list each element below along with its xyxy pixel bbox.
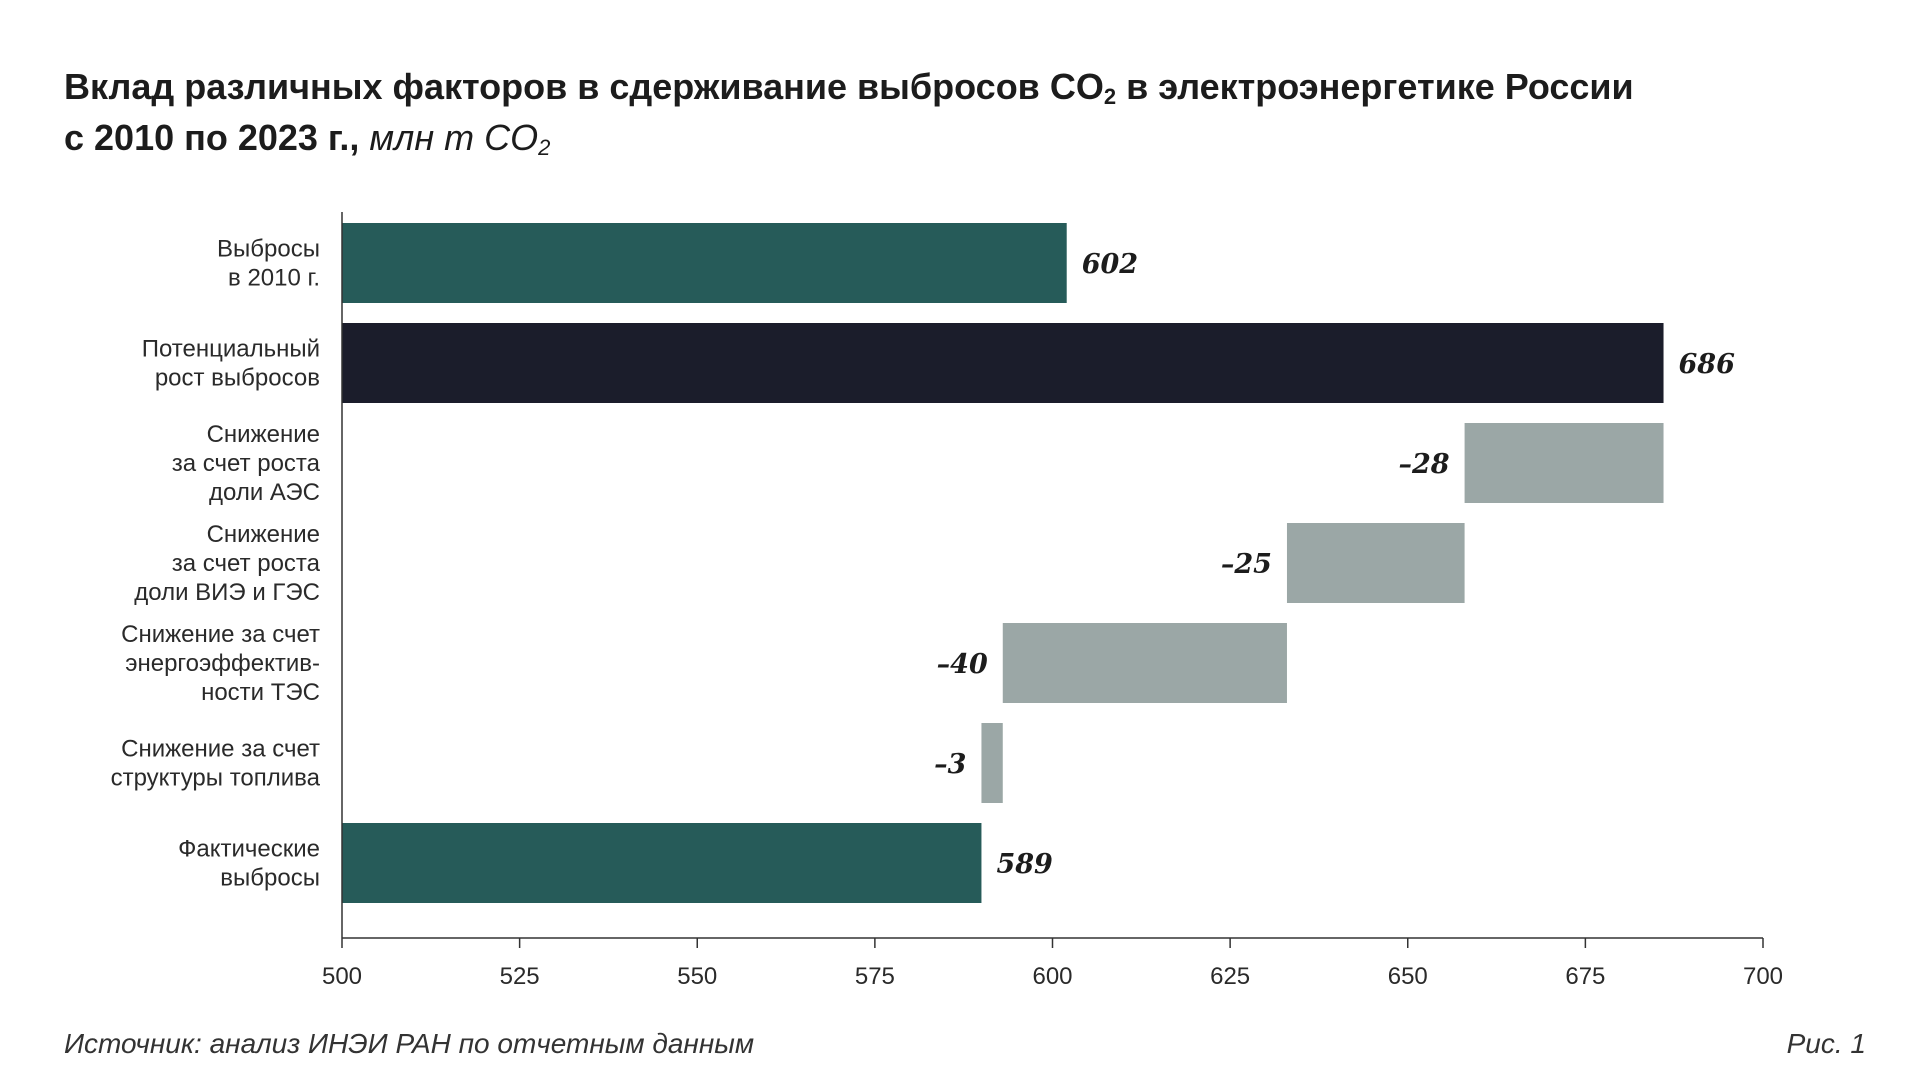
bar-3 [1286,523,1465,603]
title-unit: млн т CO2 [359,117,551,160]
bar-6 [342,823,982,903]
category-label-6-1: выбросы [220,865,320,892]
x-tick-label-0: 500 [322,963,362,990]
x-tick-label-3: 575 [855,963,895,990]
x-tick-label-2: 550 [677,963,717,990]
value-label-4: –40 [937,649,988,680]
value-label-6: 589 [996,849,1053,880]
bar-2 [1464,423,1664,503]
x-tick-label-1: 525 [500,963,540,990]
x-tick-label-8: 700 [1743,963,1783,990]
bar-4 [1002,623,1287,703]
category-label-0-1: в 2010 г. [228,265,320,292]
title-unit-sub: 2 [538,135,551,160]
bar-0 [342,223,1067,303]
value-label-5: –3 [934,749,966,780]
bar-5 [981,723,1003,803]
source-note: Источник: анализ ИНЭИ РАН по отчетным да… [64,1028,755,1059]
figure-number: Рис. 1 [1786,1028,1866,1059]
category-label-4-1: энергоэффектив- [125,650,320,677]
category-label-1-0: Потенциальный [142,336,320,363]
bar-1 [342,323,1664,403]
value-label-2: –28 [1399,449,1450,480]
title-line2-bold: с 2010 по 2023 г., [64,117,360,158]
category-label-5-0: Снижение за счет [121,736,320,763]
category-label-5-1: структуры топлива [111,765,321,792]
value-label-3: –25 [1221,549,1272,580]
category-label-6-0: Фактические [178,836,320,863]
value-label-0: 602 [1082,249,1138,280]
category-label-0-0: Выбросы [217,236,320,263]
x-tick-label-5: 625 [1210,963,1250,990]
x-axis: 500 525 550 575 600 625 650 675 700 [322,212,1783,990]
category-label-1-1: рост выбросов [155,365,320,392]
title-line1-sub: 2 [1103,84,1117,109]
x-tick-label-4: 600 [1032,963,1072,990]
chart-title: Вклад различных факторов в сдерживание в… [64,66,1864,168]
category-label-2-0: Снижение [207,421,320,448]
title-unit-text: млн т CO [359,117,539,158]
x-tick-label-7: 675 [1565,963,1605,990]
category-label-4-0: Снижение за счет [121,621,320,648]
category-label-3-1: за счет роста [172,550,321,577]
category-label-3-0: Снижение [207,521,320,548]
waterfall-chart: 500 525 550 575 600 625 650 675 700 602 Выбросыв … [111,212,1783,990]
x-tick-label-6: 650 [1388,963,1428,990]
category-label-4-2: ности ТЭС [201,679,320,706]
bars-layer [342,223,1664,903]
value-label-1: 686 [1679,349,1736,380]
title-line1-part2: в электроэнергетике России [1116,66,1634,107]
category-label-2-1: за счет роста [172,450,321,477]
category-label-2-2: доли АЭС [209,479,320,506]
title-line1-part1: Вклад различных факторов в сдерживание в… [64,66,1104,107]
category-label-3-2: доли ВИЭ и ГЭС [134,579,320,606]
